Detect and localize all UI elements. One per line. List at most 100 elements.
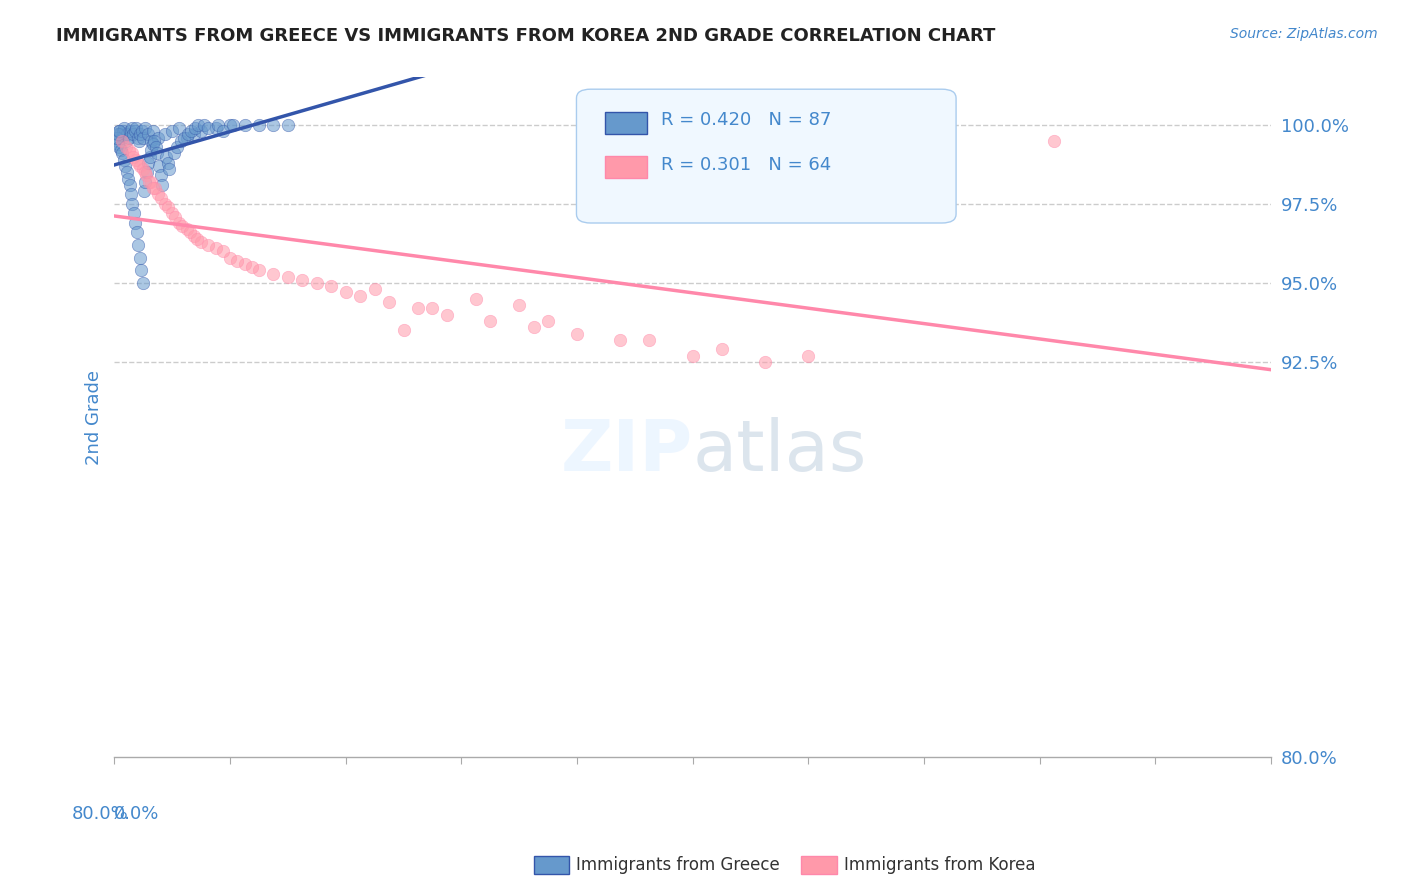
Point (172, 219, 194, 233)
Point (233, 118, 256, 132)
Point (226, 253, 249, 268)
Point (277, 118, 299, 132)
Point (108, 124, 131, 138)
Point (797, 349, 820, 363)
Point (479, 314, 502, 328)
Point (193, 118, 215, 132)
Point (127, 130, 149, 145)
Point (112, 124, 135, 138)
Point (146, 187, 169, 202)
Point (132, 184, 155, 198)
Point (134, 165, 156, 179)
Point (163, 146, 186, 161)
Point (115, 140, 138, 154)
Point (121, 197, 143, 211)
Point (262, 118, 284, 132)
Point (128, 134, 150, 148)
Point (136, 128, 159, 142)
Point (107, 136, 129, 151)
Point (132, 162, 155, 177)
Text: Immigrants from Greece: Immigrants from Greece (576, 856, 780, 874)
Point (143, 134, 166, 148)
Text: R = 0.301   N = 64: R = 0.301 N = 64 (661, 156, 831, 174)
Point (121, 121, 143, 136)
Point (122, 128, 145, 142)
Point (145, 140, 167, 154)
Point (240, 260, 263, 275)
Point (233, 257, 256, 271)
Point (108, 128, 131, 142)
Point (105, 134, 128, 148)
Point (135, 165, 157, 179)
Point (156, 200, 179, 214)
Point (277, 269, 299, 284)
Point (204, 121, 226, 136)
Text: IMMIGRANTS FROM GREECE VS IMMIGRANTS FROM KOREA 2ND GRADE CORRELATION CHART: IMMIGRANTS FROM GREECE VS IMMIGRANTS FRO… (56, 27, 995, 45)
Point (142, 181, 165, 195)
Point (321, 279, 343, 293)
Text: R = 0.420   N = 87: R = 0.420 N = 87 (661, 112, 831, 129)
Point (508, 298, 530, 312)
Point (149, 191, 172, 205)
Point (406, 301, 429, 316)
Point (139, 134, 162, 148)
Point (110, 143, 132, 157)
Point (204, 241, 226, 255)
Point (247, 263, 270, 277)
Text: ZIP: ZIP (561, 417, 693, 486)
Point (124, 124, 146, 138)
Point (111, 146, 134, 161)
Point (143, 181, 166, 195)
Point (129, 159, 152, 173)
Point (150, 178, 173, 192)
Point (392, 323, 415, 337)
Point (682, 349, 704, 363)
Text: Source: ZipAtlas.com: Source: ZipAtlas.com (1230, 27, 1378, 41)
Point (121, 146, 143, 161)
Point (173, 130, 195, 145)
Point (120, 124, 142, 138)
Point (211, 124, 233, 138)
Point (156, 156, 179, 170)
Point (165, 210, 187, 224)
Point (207, 118, 229, 132)
Point (115, 165, 138, 179)
Point (118, 130, 141, 145)
Point (129, 263, 152, 277)
Point (335, 285, 357, 300)
Point (138, 175, 160, 189)
Point (114, 159, 136, 173)
Point (186, 232, 208, 246)
Point (118, 143, 141, 157)
Point (176, 222, 198, 236)
Point (122, 206, 145, 220)
Point (112, 153, 135, 167)
Point (157, 162, 180, 177)
Point (125, 153, 148, 167)
Point (107, 128, 129, 142)
Point (183, 228, 205, 243)
Point (436, 308, 458, 322)
Point (141, 143, 163, 157)
Point (135, 169, 157, 183)
Point (219, 118, 242, 132)
Point (155, 149, 177, 163)
Point (129, 128, 152, 142)
Point (142, 124, 165, 138)
Point (139, 175, 162, 189)
Point (146, 130, 169, 145)
Point (291, 273, 314, 287)
Point (638, 333, 661, 347)
Point (117, 171, 139, 186)
Text: Immigrants from Korea: Immigrants from Korea (844, 856, 1035, 874)
Point (124, 216, 146, 230)
Point (197, 238, 219, 252)
Point (115, 134, 138, 148)
Point (170, 134, 193, 148)
Point (105, 130, 128, 145)
Point (160, 124, 183, 138)
Point (160, 206, 183, 220)
Point (169, 216, 191, 230)
Point (134, 121, 156, 136)
Point (197, 121, 219, 136)
